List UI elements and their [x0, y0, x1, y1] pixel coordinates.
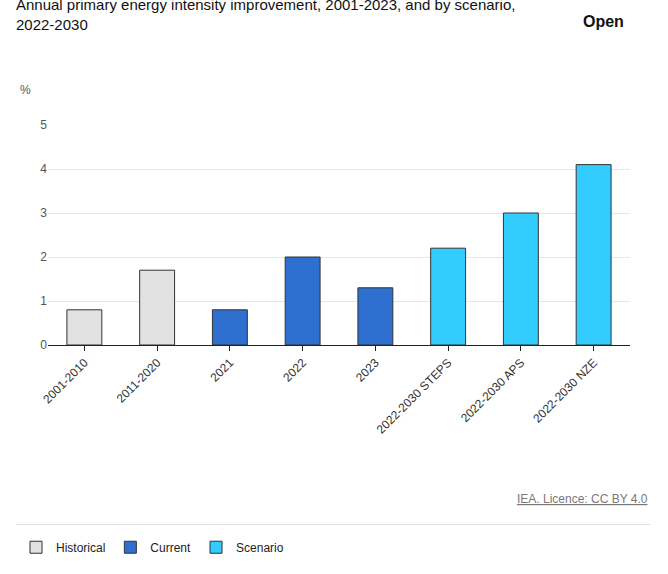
svg-text:2: 2: [40, 250, 47, 264]
svg-text:5: 5: [40, 118, 47, 132]
svg-text:2022-2030 NZE: 2022-2030 NZE: [530, 356, 600, 426]
svg-text:Open: Open: [583, 13, 624, 30]
svg-text:Scenario: Scenario: [236, 541, 284, 555]
svg-text:%: %: [20, 83, 31, 97]
svg-text:Current: Current: [150, 541, 191, 555]
svg-text:0: 0: [40, 338, 47, 352]
svg-text:3: 3: [40, 206, 47, 220]
svg-text:2021: 2021: [207, 356, 236, 385]
svg-text:2011-2020: 2011-2020: [114, 356, 164, 406]
svg-text:2022: 2022: [280, 356, 309, 385]
svg-text:Annual primary energy intensit: Annual primary energy intensity improvem…: [16, 0, 515, 33]
svg-text:4: 4: [40, 162, 47, 176]
svg-text:2023: 2023: [353, 356, 382, 385]
svg-text:Historical: Historical: [56, 541, 105, 555]
svg-text:2001-2010: 2001-2010: [40, 356, 91, 407]
svg-text:1: 1: [40, 294, 47, 308]
svg-text:2022-2030 APS: 2022-2030 APS: [458, 356, 527, 425]
svg-text:IEA. Licence: CC BY 4.0: IEA. Licence: CC BY 4.0: [517, 492, 648, 506]
svg-text:2022-2030 STEPS: 2022-2030 STEPS: [374, 356, 455, 437]
